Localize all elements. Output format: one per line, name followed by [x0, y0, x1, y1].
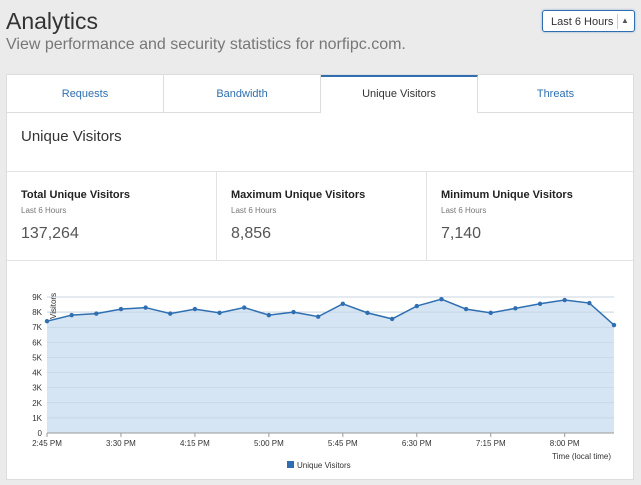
data-point — [537, 301, 543, 306]
stats-row: Total Unique Visitors Last 6 Hours 137,2… — [7, 171, 633, 261]
time-range-select[interactable]: Last 6 Hours ▲ — [542, 10, 635, 32]
x-tick-label: 2:45 PM — [32, 439, 62, 448]
tab-requests[interactable]: Requests — [7, 75, 164, 112]
section-title: Unique Visitors — [21, 128, 122, 145]
data-point — [94, 311, 99, 316]
data-point — [389, 316, 395, 322]
visitors-chart: 0 1K 2K 3K 4K 5K 6K 7K 8K 9K 2:45 PM 3:30 PM 4:15 PM… — [7, 261, 633, 479]
stat-name: Total Unique Visitors — [21, 189, 130, 201]
stat-name: Minimum Unique Visitors — [441, 189, 573, 201]
data-point — [463, 306, 469, 312]
y-axis-label: Visitors — [49, 293, 58, 319]
data-point — [439, 296, 444, 302]
data-point — [217, 310, 222, 316]
data-point — [611, 322, 617, 328]
x-tick-label: 5:45 PM — [328, 439, 358, 448]
sort-arrows-icon: ▲ — [621, 16, 629, 25]
data-point — [291, 309, 296, 315]
data-point — [587, 300, 592, 306]
legend-swatch — [287, 461, 294, 468]
y-tick-label: 1K — [32, 414, 42, 423]
page-header: Analytics View performance and security … — [0, 0, 641, 74]
stat-value: 7,140 — [441, 225, 482, 242]
x-tick-label: 6:30 PM — [402, 439, 432, 448]
tab-threats[interactable]: Threats — [478, 75, 633, 112]
data-point — [513, 306, 518, 311]
stat-total: Total Unique Visitors Last 6 Hours 137,2… — [7, 172, 216, 260]
page-title: Analytics — [6, 8, 99, 34]
y-tick-label: 6K — [32, 338, 42, 347]
data-point — [315, 314, 321, 319]
stat-value: 8,856 — [231, 225, 272, 242]
stat-period: Last 6 Hours — [21, 206, 67, 215]
data-point — [488, 310, 493, 316]
x-axis-label: Time (local time) — [552, 452, 611, 461]
x-tick-label: 4:15 PM — [180, 439, 210, 448]
y-tick-label: 5K — [32, 353, 42, 362]
series-line — [46, 298, 615, 326]
stat-value: 137,264 — [21, 225, 79, 242]
data-point — [168, 311, 173, 316]
y-tick-label: 3K — [32, 384, 42, 393]
x-tick-label: 8:00 PM — [550, 439, 580, 448]
tab-bar: Requests Bandwidth Unique Visitors Threa… — [7, 75, 633, 113]
data-point — [266, 312, 272, 318]
y-tick-label: 0 — [38, 429, 43, 438]
data-point — [365, 310, 370, 316]
data-point — [69, 312, 74, 318]
y-tick-label: 4K — [32, 369, 42, 378]
legend-label: Unique Visitors — [297, 461, 351, 470]
data-point — [192, 306, 198, 312]
time-range-value: Last 6 Hours — [551, 16, 614, 28]
x-tick-label: 7:15 PM — [476, 439, 506, 448]
data-point — [143, 305, 148, 310]
y-tick-label: 8K — [32, 308, 42, 317]
stat-minimum: Minimum Unique Visitors Last 6 Hours 7,1… — [426, 172, 633, 260]
data-point — [562, 297, 567, 303]
data-point — [242, 305, 247, 310]
y-tick-label: 7K — [32, 323, 42, 332]
x-tick-label: 5:00 PM — [254, 439, 284, 448]
page-subtitle: View performance and security statistics… — [6, 36, 406, 53]
stat-period: Last 6 Hours — [231, 206, 277, 215]
data-point — [414, 303, 419, 309]
series-area — [47, 299, 614, 433]
stat-period: Last 6 Hours — [441, 206, 487, 215]
tab-bandwidth[interactable]: Bandwidth — [164, 75, 321, 112]
stat-name: Maximum Unique Visitors — [231, 189, 366, 201]
select-divider — [617, 14, 618, 29]
tab-unique-visitors[interactable]: Unique Visitors — [321, 75, 478, 113]
y-tick-label: 9K — [32, 293, 42, 302]
x-tick-label: 3:30 PM — [106, 439, 136, 448]
data-point — [340, 301, 346, 306]
y-tick-label: 2K — [32, 399, 42, 408]
chart-svg: 0 1K 2K 3K 4K 5K 6K 7K 8K 9K 2:45 PM 3:30 PM 4:15 PM… — [32, 293, 617, 470]
data-point — [44, 318, 50, 324]
stat-maximum: Maximum Unique Visitors Last 6 Hours 8,8… — [216, 172, 426, 260]
analytics-panel: Requests Bandwidth Unique Visitors Threa… — [6, 74, 634, 480]
data-point — [118, 306, 124, 312]
